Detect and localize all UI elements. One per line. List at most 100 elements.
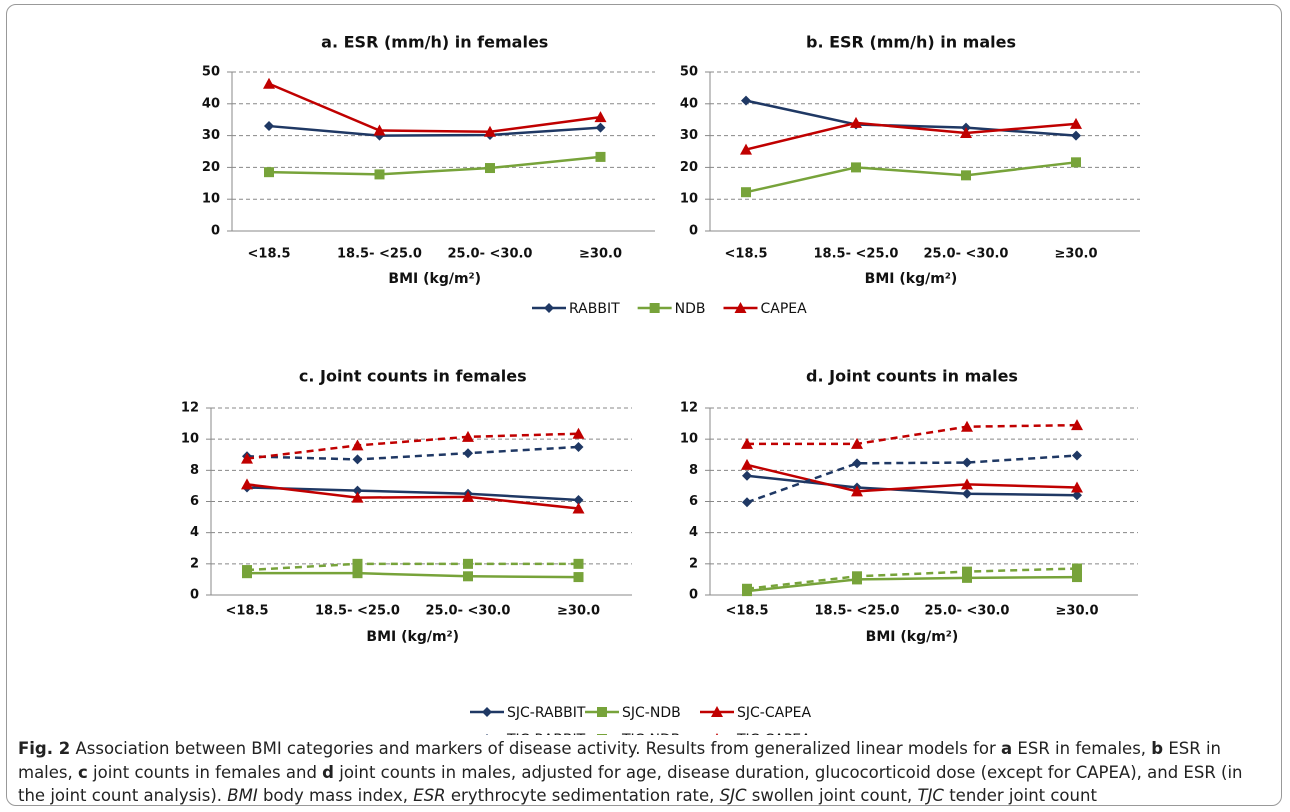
caption-text: SJC xyxy=(719,786,747,805)
caption-text: swollen joint count, xyxy=(746,786,918,805)
marker xyxy=(649,303,660,313)
marker xyxy=(962,572,972,583)
marker xyxy=(573,441,584,452)
x-tick-label: <18.5 xyxy=(725,247,768,262)
x-axis-title: BMI (kg/m²) xyxy=(388,271,481,287)
y-tick-label: 4 xyxy=(190,525,199,540)
x-tick-label: <18.5 xyxy=(248,247,291,262)
y-tick-label: 0 xyxy=(689,224,698,239)
marker xyxy=(572,502,585,514)
marker xyxy=(1071,130,1081,141)
x-tick-label: <18.5 xyxy=(226,604,269,619)
figure: a. ESR (mm/h) in females01020304050<18.5… xyxy=(181,33,1140,735)
marker xyxy=(597,734,607,735)
legend-label: CAPEA xyxy=(761,301,808,317)
marker xyxy=(264,121,274,132)
y-tick-label: 20 xyxy=(680,160,698,175)
marker xyxy=(1071,419,1083,431)
x-tick-label: 25.0- <30.0 xyxy=(925,604,1010,619)
series-line xyxy=(268,155,601,176)
series-line xyxy=(746,454,1078,504)
marker xyxy=(852,458,862,469)
x-tick-label: ≥30.0 xyxy=(1055,247,1098,262)
series-line xyxy=(268,82,601,134)
legend-label: SJC-NDB xyxy=(622,705,681,721)
y-tick-label: 8 xyxy=(689,463,698,478)
y-tick-label: 50 xyxy=(680,65,698,80)
marker xyxy=(374,169,385,180)
marker xyxy=(573,558,584,569)
marker xyxy=(961,420,973,432)
x-tick-label: 18.5- <25.0 xyxy=(815,604,900,619)
marker xyxy=(741,458,753,470)
caption-text: Association between BMI categories and m… xyxy=(70,739,1002,758)
marker xyxy=(742,583,752,594)
caption-text: Fig. 2 xyxy=(18,739,71,758)
marker xyxy=(962,566,972,577)
marker xyxy=(462,430,474,442)
x-tick-label: ≥30.0 xyxy=(1056,604,1099,619)
y-tick-label: 0 xyxy=(211,224,220,239)
marker xyxy=(463,571,473,582)
marker xyxy=(594,111,607,123)
chart-title: a. ESR (mm/h) in females xyxy=(321,33,548,52)
y-tick-label: 50 xyxy=(202,65,220,80)
x-tick-label: 18.5- <25.0 xyxy=(337,247,422,262)
y-tick-label: 12 xyxy=(680,401,698,416)
marker xyxy=(1072,563,1082,574)
marker xyxy=(1071,481,1083,493)
caption-text: a xyxy=(1001,739,1013,758)
series-line xyxy=(746,463,1078,493)
marker xyxy=(741,95,751,106)
legend-label: SJC-RABBIT xyxy=(507,705,586,721)
marker xyxy=(1071,157,1081,168)
x-tick-label: ≥30.0 xyxy=(579,247,622,262)
y-tick-label: 40 xyxy=(680,96,698,111)
caption-text: joint counts in females and xyxy=(87,762,323,782)
chart-title: d. Joint counts in males xyxy=(806,367,1018,386)
x-tick-label: 18.5- <25.0 xyxy=(315,604,400,619)
caption-text: TJC xyxy=(917,786,944,805)
y-tick-label: 40 xyxy=(202,96,220,111)
chart-title: b. ESR (mm/h) in males xyxy=(806,33,1016,52)
y-tick-label: 10 xyxy=(680,192,698,207)
caption-text: b xyxy=(1151,739,1164,758)
caption: Fig. 2 Association between BMI categorie… xyxy=(18,737,1273,808)
series-line xyxy=(246,486,579,502)
marker xyxy=(1072,450,1082,461)
marker xyxy=(595,151,606,162)
marker xyxy=(1070,117,1082,129)
marker xyxy=(486,734,488,735)
caption-text: BMI xyxy=(227,786,258,805)
marker xyxy=(573,572,584,583)
y-tick-label: 0 xyxy=(689,588,698,603)
marker xyxy=(241,452,253,464)
marker xyxy=(742,470,752,481)
marker xyxy=(960,127,972,139)
caption-text: ESR xyxy=(413,786,446,805)
marker xyxy=(850,116,862,128)
caption-text: tender joint count xyxy=(943,786,1097,805)
marker xyxy=(1072,490,1082,501)
marker xyxy=(263,77,275,89)
caption-text: c xyxy=(78,762,88,782)
marker xyxy=(352,558,363,569)
marker xyxy=(242,565,252,576)
marker xyxy=(851,485,863,497)
x-axis-title: BMI (kg/m²) xyxy=(865,271,958,287)
legend-label: RABBIT xyxy=(569,301,620,317)
marker xyxy=(741,187,751,198)
marker xyxy=(373,124,386,136)
series-line xyxy=(246,483,579,510)
y-tick-label: 10 xyxy=(680,432,698,447)
x-axis-title: BMI (kg/m²) xyxy=(366,629,459,645)
marker xyxy=(351,491,364,503)
y-tick-label: 20 xyxy=(202,160,220,175)
marker xyxy=(740,143,752,155)
series-line xyxy=(746,474,1078,497)
series-line xyxy=(746,575,1078,593)
x-axis-title: BMI (kg/m²) xyxy=(866,629,959,645)
marker xyxy=(1072,572,1082,583)
marker xyxy=(734,302,747,313)
figure-frame xyxy=(6,4,1282,806)
